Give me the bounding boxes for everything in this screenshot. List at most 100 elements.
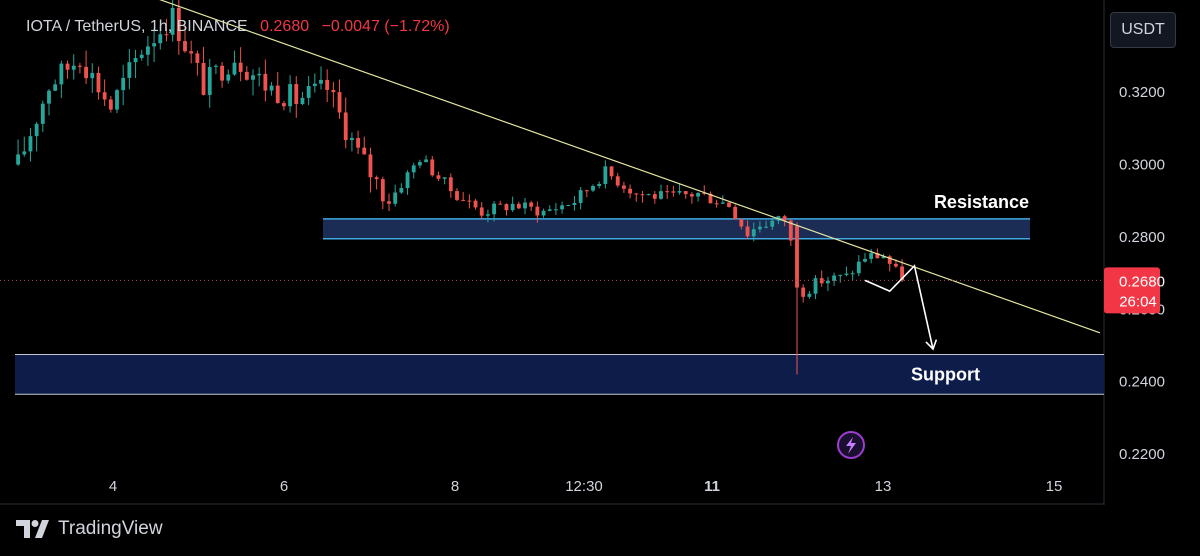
candle-body[interactable]: [535, 206, 540, 216]
candle-body[interactable]: [510, 203, 515, 211]
candle-body[interactable]: [319, 79, 323, 84]
candle-body[interactable]: [455, 191, 459, 200]
candle-body[interactable]: [560, 205, 565, 210]
candle-body[interactable]: [523, 202, 527, 209]
candle-body[interactable]: [189, 51, 194, 54]
candle-body[interactable]: [553, 209, 558, 211]
candle-body[interactable]: [127, 62, 132, 78]
candle-body[interactable]: [343, 112, 348, 141]
candle-body[interactable]: [257, 73, 262, 76]
candle-body[interactable]: [584, 190, 589, 192]
candle-body[interactable]: [807, 293, 812, 297]
candle-body[interactable]: [566, 205, 571, 207]
candle-body[interactable]: [782, 216, 787, 221]
candle-body[interactable]: [473, 200, 478, 208]
candle-body[interactable]: [720, 202, 725, 204]
candle-body[interactable]: [90, 72, 95, 79]
candle-body[interactable]: [201, 62, 206, 95]
candle-body[interactable]: [28, 136, 33, 152]
candle-body[interactable]: [275, 85, 280, 104]
candle-body[interactable]: [825, 280, 830, 284]
candle-body[interactable]: [591, 186, 595, 191]
candle-body[interactable]: [96, 72, 101, 93]
candle-body[interactable]: [387, 201, 391, 204]
candle-body[interactable]: [442, 177, 447, 179]
candle-body[interactable]: [893, 263, 898, 267]
candle-body[interactable]: [40, 103, 45, 124]
candle-body[interactable]: [183, 41, 187, 52]
candle-body[interactable]: [659, 191, 663, 199]
candle-body[interactable]: [498, 203, 503, 205]
resistance-zone[interactable]: [323, 218, 1030, 239]
candle-body[interactable]: [572, 202, 577, 206]
candle-body[interactable]: [77, 65, 82, 67]
candle-body[interactable]: [702, 192, 707, 194]
candle-body[interactable]: [65, 63, 70, 70]
candle-body[interactable]: [739, 219, 744, 227]
support-zone[interactable]: [15, 354, 1104, 395]
candle-body[interactable]: [788, 220, 793, 241]
candle-body[interactable]: [424, 159, 429, 163]
candle-body[interactable]: [331, 89, 336, 93]
candle-body[interactable]: [708, 193, 713, 204]
candle-body[interactable]: [461, 199, 466, 201]
candle-body[interactable]: [300, 97, 305, 104]
candle-body[interactable]: [689, 194, 694, 197]
candle-body[interactable]: [47, 90, 51, 104]
candle-body[interactable]: [59, 63, 64, 85]
candle-body[interactable]: [813, 278, 818, 294]
candle-body[interactable]: [652, 194, 657, 199]
candle-body[interactable]: [801, 287, 806, 297]
candle-body[interactable]: [84, 66, 89, 79]
candle-body[interactable]: [145, 46, 150, 55]
candle-body[interactable]: [195, 53, 200, 63]
candle-body[interactable]: [683, 191, 688, 195]
candle-body[interactable]: [547, 209, 552, 211]
candle-body[interactable]: [213, 65, 218, 67]
candle-body[interactable]: [349, 138, 354, 141]
candle-body[interactable]: [164, 34, 169, 36]
candle-body[interactable]: [22, 151, 27, 155]
tradingview-brand[interactable]: TradingView: [16, 518, 163, 540]
candle-body[interactable]: [714, 203, 719, 205]
candle-body[interactable]: [121, 77, 126, 91]
candle-body[interactable]: [597, 183, 602, 187]
candle-body[interactable]: [863, 258, 867, 262]
descending-trendline[interactable]: [18, 0, 1101, 334]
candle-body[interactable]: [492, 203, 497, 215]
candle-body[interactable]: [53, 84, 58, 91]
candle-body[interactable]: [578, 190, 583, 203]
candle-body[interactable]: [337, 92, 342, 113]
candle-body[interactable]: [207, 66, 212, 95]
candle-body[interactable]: [615, 176, 620, 186]
candle-body[interactable]: [244, 71, 249, 80]
candle-body[interactable]: [102, 92, 107, 100]
candle-body[interactable]: [671, 191, 676, 193]
candle-body[interactable]: [764, 226, 769, 228]
candle-body[interactable]: [158, 34, 163, 44]
candle-body[interactable]: [881, 256, 886, 259]
candle-body[interactable]: [677, 191, 682, 193]
candle-body[interactable]: [516, 203, 521, 209]
candle-body[interactable]: [251, 75, 255, 80]
candle-body[interactable]: [504, 204, 509, 211]
candle-body[interactable]: [238, 62, 243, 72]
candle-body[interactable]: [220, 65, 225, 81]
candle-body[interactable]: [745, 226, 750, 237]
candle-body[interactable]: [430, 159, 435, 176]
candle-body[interactable]: [269, 85, 274, 91]
candle-body[interactable]: [152, 43, 157, 47]
candle-body[interactable]: [665, 191, 670, 193]
candle-body[interactable]: [479, 207, 484, 216]
candle-body[interactable]: [232, 62, 237, 75]
candle-body[interactable]: [448, 177, 453, 192]
candle-body[interactable]: [133, 58, 138, 63]
candle-body[interactable]: [170, 7, 175, 35]
candle-body[interactable]: [115, 90, 119, 110]
candle-body[interactable]: [176, 7, 181, 42]
candle-body[interactable]: [417, 162, 422, 166]
candle-body[interactable]: [844, 273, 849, 275]
candle-body[interactable]: [609, 166, 614, 177]
candle-body[interactable]: [380, 179, 385, 202]
